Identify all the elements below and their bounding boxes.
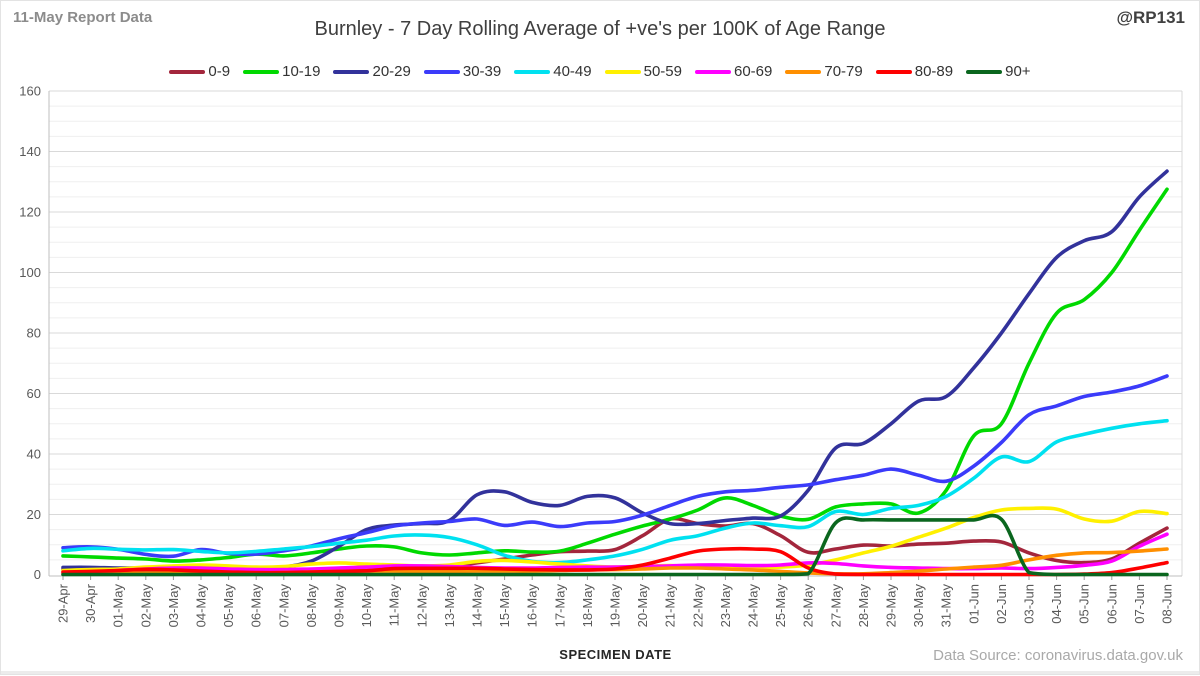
series-line-80-89 [61,546,1169,577]
legend-item-50-59: 50-59 [604,63,682,80]
y-axis-tick-label: 80 [27,326,41,341]
legend-swatch-40-49 [514,69,551,74]
y-axis-tick-label: 120 [19,205,41,220]
x-axis-tick-label: 23-May [718,584,733,628]
legend-swatch-20-29 [333,69,370,74]
x-axis-title: SPECIMEN DATE [559,647,672,662]
x-axis-tick-label: 18-May [580,584,595,628]
x-axis-tick-label: 29-May [884,584,899,628]
legend-swatch-80-89 [875,69,912,74]
legend-item-90+: 90+ [966,63,1031,80]
legend-label: 0-9 [208,63,231,80]
x-axis-tick-label: 04-Jun [1049,584,1064,624]
legend-swatch-30-39 [423,69,460,74]
x-axis-tick-label: 16-May [525,584,540,628]
series-line-30-39 [61,374,1169,559]
y-axis-tick-label: 140 [19,144,41,159]
x-axis-tick-label: 01-Jun [966,584,981,624]
legend-item-20-29: 20-29 [333,63,411,80]
legend-item-80-89: 80-89 [875,63,954,80]
legend-swatch-0-9 [169,69,206,74]
x-axis-tick-label: 25-May [773,584,788,628]
x-axis-tick-label: 21-May [663,584,678,628]
x-axis-tick-label: 27-May [828,584,843,628]
series-line-40-49 [61,418,1169,565]
x-axis-tick-label: 01-May [111,584,126,628]
legend-item-0-9: 0-9 [169,63,230,80]
x-axis-tick-label: 26-May [801,584,816,628]
legend-item-60-69: 60-69 [694,63,773,80]
x-axis-tick-label: 12-May [414,584,429,628]
legend-label: 50-59 [643,63,682,80]
x-axis-tick-label: 09-May [332,584,347,628]
x-axis-tick-label: 31-May [939,584,954,628]
legend-label: 30-39 [462,63,502,80]
legend-label: 10-19 [282,63,321,80]
chart-title: Burnley - 7 Day Rolling Average of +ve's… [314,18,886,40]
y-axis-tick-label: 40 [27,447,41,462]
legend-label: 70-79 [824,63,863,80]
x-axis-tick-label: 11-May [387,584,402,627]
legend-label: 40-49 [553,63,592,80]
author-handle: @RP131 [1116,8,1185,27]
x-axis-tick-label: 04-May [194,584,209,628]
legend-item-40-49: 40-49 [514,63,592,80]
legend-label: 60-69 [733,63,773,80]
x-axis-tick-label: 07-May [276,584,291,628]
report-data-label: 11-May Report Data [13,9,153,26]
x-axis-tick-label: 03-May [166,584,181,628]
x-axis-tick-label: 15-May [497,584,512,628]
x-axis-tick-label: 28-May [856,584,871,628]
legend-swatch-90+ [966,69,1003,74]
legend-swatch-50-59 [604,69,641,74]
x-axis-tick-label: 30-May [911,584,926,628]
series-line-10-19 [61,187,1169,563]
x-axis-tick-label: 05-May [221,584,236,628]
x-axis-tick-label: 17-May [552,584,567,628]
x-axis-tick-label: 02-May [138,584,153,628]
x-axis-tick-label: 02-Jun [994,584,1009,624]
x-axis-tick-label: 20-May [635,584,650,628]
legend-swatch-70-79 [785,69,822,74]
y-axis-tick-label: 160 [19,84,41,99]
series-line-90+ [61,513,1169,577]
x-axis-tick-label: 07-Jun [1132,584,1147,624]
legend-label: 80-89 [914,63,954,80]
legend-swatch-60-69 [694,69,731,74]
data-source-note: Data Source: coronavirus.data.gov.uk [933,647,1183,664]
x-axis-tick-label: 05-Jun [1077,584,1092,624]
x-axis-tick-label: 24-May [746,584,761,628]
x-axis-tick-label: 14-May [470,584,485,628]
x-axis-tick-label: 08-Jun [1160,584,1175,624]
x-axis-tick-label: 29-Apr [56,583,71,623]
legend-label: 20-29 [372,63,411,80]
y-axis-tick-label: 0 [34,567,41,582]
x-axis-tick-label: 30-Apr [83,583,98,623]
x-axis-tick-label: 06-May [249,584,264,628]
x-axis-tick-label: 08-May [304,584,319,628]
x-axis-tick-label: 19-May [608,584,623,628]
legend: 0-9 10-19 20-29 30-39 40-49 50-59 60-69 70-79 80… [1,63,1199,80]
x-axis-tick-label: 03-Jun [1022,584,1037,624]
x-axis-tick-label: 06-Jun [1104,584,1119,624]
bottom-border [1,671,1199,674]
x-axis-tick-label: 22-May [690,584,705,628]
y-axis-tick-label: 20 [27,507,41,522]
y-axis-tick-label: 60 [27,386,41,401]
legend-item-70-79: 70-79 [785,63,863,80]
x-axis-tick-label: 13-May [442,584,457,628]
legend-item-10-19: 10-19 [243,63,320,80]
legend-swatch-10-19 [243,69,280,74]
legend-label: 90+ [1005,63,1031,80]
x-axis-tick-label: 10-May [359,584,374,628]
y-axis-tick-label: 100 [19,265,41,280]
legend-item-30-39: 30-39 [423,63,502,80]
